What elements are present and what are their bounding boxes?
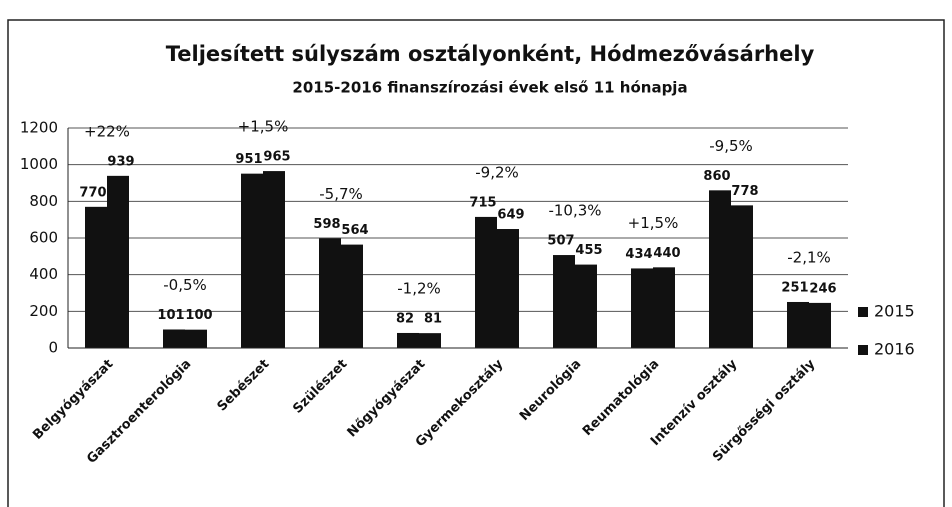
chart-title: Teljesített súlyszám osztályonként, Hódm… [166,42,815,66]
annotation: -5,7% [319,185,363,203]
frame [7,19,945,507]
y-tick-label: 1200 [20,119,58,137]
bar [553,255,575,348]
bar [85,206,107,348]
bar [107,175,129,348]
value-label: 100 [185,308,212,323]
value-label: 598 [313,217,340,232]
bar [419,333,441,348]
x-tick-label: Belgyógyászat [30,357,116,443]
bar [731,205,753,348]
x-tick-label: Intenzív osztály [648,356,741,449]
value-label: 440 [653,246,680,261]
y-tick-label: 800 [29,192,58,210]
y-tick-label: 600 [29,229,58,247]
bar [809,302,831,348]
value-label: 434 [625,247,652,262]
value-label: 715 [469,195,496,210]
value-label: 82 [396,311,414,326]
value-label: 778 [731,184,758,199]
legend-swatch [858,307,868,317]
annotation: +1,5% [238,118,289,136]
value-label: 951 [235,152,262,167]
bar [397,332,419,348]
value-label: 507 [547,234,574,249]
bar [163,329,185,348]
value-label: 649 [497,208,524,223]
value-label: 251 [781,280,808,295]
bar [341,244,363,348]
legend-label: 2016 [874,340,915,359]
annotation: -10,3% [548,202,601,220]
y-tick-label: 400 [29,265,58,283]
x-tick-label: Gyermekosztály [413,356,507,450]
value-label: 246 [809,281,836,296]
bar [241,173,263,348]
value-label: 860 [703,169,730,184]
value-label: 455 [575,243,602,258]
y-tick-label: 1000 [20,155,58,173]
value-label: 939 [107,154,134,169]
annotation: -9,2% [475,163,519,181]
bar [575,264,597,348]
value-label: 81 [424,312,442,327]
bar [185,329,207,348]
bar [475,216,497,348]
annotation: +1,5% [628,214,679,232]
bar [319,238,341,348]
x-tick-label: Reumatológia [580,357,662,439]
annotation: -0,5% [163,276,207,294]
value-label: 965 [263,150,290,165]
bar [497,229,519,348]
chart-subtitle: 2015-2016 finanszírozási évek első 11 hó… [292,79,687,97]
annotation: -1,2% [397,279,441,297]
bar [787,301,809,348]
value-label: 101 [157,308,184,323]
value-label: 770 [79,185,106,200]
x-tick-label: Neurológia [517,357,584,424]
bar [653,267,675,348]
y-tick-label: 200 [29,302,58,320]
y-tick-label: 0 [48,339,58,357]
x-tick-label: Nőgyógyászat [345,357,429,441]
annotation: -9,5% [709,137,753,155]
x-tick-label: Sebészet [215,357,273,415]
bar [263,171,285,348]
legend-label: 2015 [874,302,915,321]
bar [709,190,731,348]
legend-swatch [858,345,868,355]
value-label: 564 [341,223,368,238]
annotation: -2,1% [787,248,831,266]
annotation: +22% [84,122,130,140]
bar [631,268,653,348]
x-tick-label: Szülészet [290,357,350,417]
